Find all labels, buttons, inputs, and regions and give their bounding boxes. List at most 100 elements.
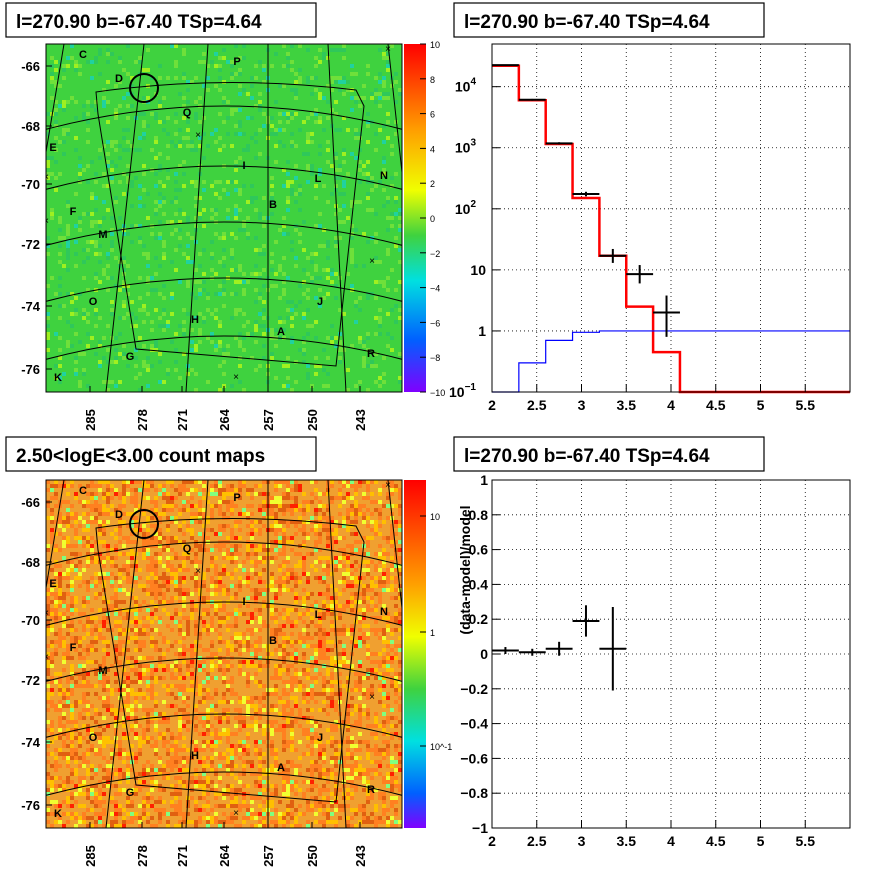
map-pixel — [366, 164, 370, 168]
map-pixel — [398, 96, 402, 100]
map-pixel — [202, 88, 206, 92]
map-pixel — [374, 152, 378, 156]
map-pixel — [270, 60, 274, 64]
map-pixel — [62, 176, 66, 180]
map-pixel — [294, 60, 298, 64]
map-pixel — [242, 216, 246, 220]
map-pixel — [314, 72, 318, 76]
map-pixel — [346, 148, 350, 152]
map-pixel — [354, 212, 358, 216]
map-pixel — [322, 240, 326, 244]
map-pixel — [98, 248, 102, 252]
map-pixel — [374, 168, 378, 172]
map-pixel — [158, 128, 162, 132]
map-pixel — [234, 196, 238, 200]
map-pixel — [130, 56, 134, 60]
map-pixel — [70, 132, 74, 136]
map-pixel — [326, 252, 330, 256]
map-pixel — [86, 188, 90, 192]
map-pixel — [286, 104, 290, 108]
map-pixel — [162, 168, 166, 172]
map-pixel — [238, 48, 242, 52]
map-pixel — [186, 156, 190, 160]
map-pixel — [282, 236, 286, 240]
map-pixel — [290, 196, 294, 200]
map-pixel — [274, 232, 278, 236]
map-pixel — [326, 68, 330, 72]
map-pixel — [194, 260, 198, 264]
map-pixel — [206, 212, 210, 216]
map-pixel — [174, 148, 178, 152]
map-pixel — [146, 136, 150, 140]
map-pixel — [154, 148, 158, 152]
map-pixel — [310, 184, 314, 188]
map-pixel — [166, 248, 170, 252]
map-pixel — [78, 44, 82, 48]
map-pixel — [258, 144, 262, 148]
map-pixel — [318, 240, 322, 244]
map-pixel — [130, 184, 134, 188]
map-pixel — [262, 256, 266, 260]
map-pixel — [342, 228, 346, 232]
map-pixel — [338, 172, 342, 176]
map-pixel — [374, 128, 378, 132]
map-pixel — [234, 64, 238, 68]
map-pixel — [170, 200, 174, 204]
map-pixel — [86, 96, 90, 100]
map-pixel — [194, 184, 198, 188]
map-pixel — [262, 52, 266, 56]
map-pixel — [110, 52, 114, 56]
map-pixel — [62, 84, 66, 88]
map-pixel — [62, 100, 66, 104]
map-pixel — [110, 84, 114, 88]
map-pixel — [346, 160, 350, 164]
map-pixel — [82, 116, 86, 120]
map-pixel — [254, 112, 258, 116]
map-pixel — [106, 140, 110, 144]
map-pixel — [158, 92, 162, 96]
map-pixel — [70, 100, 74, 104]
map-pixel — [158, 132, 162, 136]
map-pixel — [358, 104, 362, 108]
map-pixel — [102, 224, 106, 228]
map-pixel — [374, 156, 378, 160]
map-pixel — [314, 108, 318, 112]
map-pixel — [182, 200, 186, 204]
map-pixel — [170, 196, 174, 200]
map-pixel — [234, 208, 238, 212]
map-pixel — [318, 204, 322, 208]
map-pixel — [326, 72, 330, 76]
map-pixel — [362, 224, 366, 228]
map-pixel — [310, 72, 314, 76]
map-pixel — [274, 216, 278, 220]
map-pixel — [302, 180, 306, 184]
map-pixel — [54, 48, 58, 52]
map-pixel — [54, 260, 58, 264]
map-pixel — [286, 180, 290, 184]
map-pixel — [70, 64, 74, 68]
map-pixel — [226, 188, 230, 192]
map-pixel — [314, 96, 318, 100]
map-pixel — [250, 44, 254, 48]
map-pixel — [110, 212, 114, 216]
map-pixel — [46, 84, 50, 88]
map-pixel — [170, 260, 174, 264]
map-pixel — [98, 264, 102, 268]
map-pixel — [102, 184, 106, 188]
map-pixel — [338, 196, 342, 200]
map-pixel — [290, 164, 294, 168]
map-pixel — [158, 172, 162, 176]
map-pixel — [66, 64, 70, 68]
map-pixel — [134, 240, 138, 244]
map-pixel — [338, 232, 342, 236]
map-pixel — [166, 56, 170, 60]
map-pixel — [222, 80, 226, 84]
map-pixel — [170, 96, 174, 100]
map-pixel — [226, 136, 230, 140]
map-pixel — [46, 168, 50, 172]
map-pixel — [50, 88, 54, 92]
map-pixel — [346, 100, 350, 104]
map-pixel — [62, 156, 66, 160]
map-pixel — [202, 140, 206, 144]
map-pixel — [386, 196, 390, 200]
